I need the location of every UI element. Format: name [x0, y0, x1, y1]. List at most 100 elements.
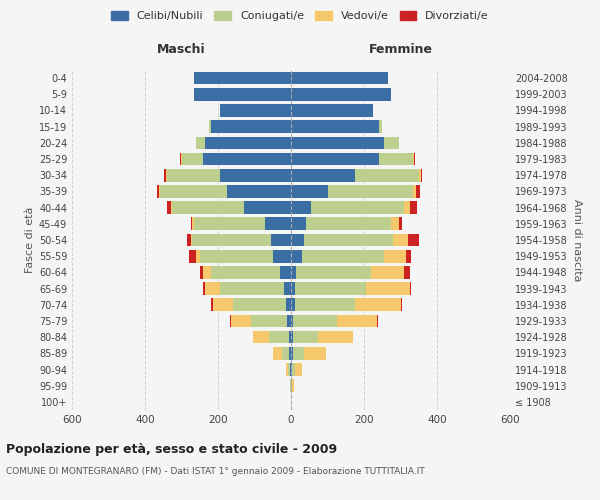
Bar	[291, 202, 311, 214]
Bar	[212, 298, 233, 311]
Bar	[211, 266, 280, 278]
Bar	[227, 185, 291, 198]
Bar	[289, 363, 290, 376]
Bar	[295, 298, 355, 311]
Bar	[291, 250, 302, 262]
Bar	[203, 282, 205, 295]
Bar	[355, 169, 419, 181]
Bar	[205, 136, 291, 149]
Bar	[295, 363, 302, 376]
Bar	[269, 331, 289, 344]
Bar	[194, 72, 291, 85]
Bar	[251, 314, 287, 328]
Bar	[233, 298, 286, 311]
Bar	[355, 298, 401, 311]
Bar	[328, 185, 413, 198]
Bar	[408, 234, 419, 246]
Bar	[194, 218, 265, 230]
Bar	[203, 152, 291, 166]
Bar	[211, 298, 212, 311]
Bar	[203, 266, 211, 278]
Bar	[410, 202, 417, 214]
Bar	[193, 234, 271, 246]
Bar	[253, 331, 269, 344]
Bar	[265, 218, 291, 230]
Bar	[295, 282, 366, 295]
Bar	[291, 266, 296, 278]
Bar	[337, 314, 377, 328]
Bar	[211, 120, 291, 133]
Bar	[384, 136, 398, 149]
Bar	[286, 363, 289, 376]
Bar	[164, 169, 166, 181]
Bar	[191, 218, 193, 230]
Bar	[289, 347, 291, 360]
Bar	[291, 234, 304, 246]
Bar	[181, 152, 182, 166]
Bar	[305, 218, 391, 230]
Bar	[282, 347, 289, 360]
Bar	[291, 314, 293, 328]
Bar	[291, 218, 305, 230]
Bar	[200, 250, 273, 262]
Bar	[289, 331, 291, 344]
Bar	[286, 298, 291, 311]
Bar	[273, 347, 282, 360]
Bar	[419, 169, 421, 181]
Bar	[160, 185, 227, 198]
Bar	[187, 234, 191, 246]
Bar	[157, 185, 159, 198]
Bar	[291, 152, 379, 166]
Bar	[293, 314, 337, 328]
Bar	[421, 169, 422, 181]
Bar	[291, 169, 355, 181]
Bar	[284, 282, 291, 295]
Bar	[416, 185, 420, 198]
Bar	[296, 266, 371, 278]
Bar	[291, 282, 295, 295]
Bar	[196, 136, 205, 149]
Bar	[172, 202, 244, 214]
Bar	[244, 202, 291, 214]
Bar	[413, 152, 415, 166]
Bar	[280, 266, 291, 278]
Bar	[404, 266, 410, 278]
Bar	[273, 250, 291, 262]
Bar	[379, 120, 382, 133]
Bar	[159, 185, 160, 198]
Bar	[291, 298, 295, 311]
Bar	[292, 363, 295, 376]
Bar	[291, 88, 391, 101]
Bar	[304, 234, 393, 246]
Bar	[180, 152, 181, 166]
Bar	[290, 363, 291, 376]
Bar	[311, 202, 404, 214]
Text: COMUNE DI MONTEGRANARO (FM) - Dati ISTAT 1° gennaio 2009 - Elaborazione TUTTITAL: COMUNE DI MONTEGRANARO (FM) - Dati ISTAT…	[6, 468, 425, 476]
Bar	[220, 282, 284, 295]
Bar	[167, 169, 220, 181]
Bar	[291, 104, 373, 117]
Bar	[292, 380, 294, 392]
Bar	[291, 72, 388, 85]
Bar	[319, 331, 353, 344]
Bar	[166, 169, 167, 181]
Bar	[391, 218, 398, 230]
Bar	[379, 152, 413, 166]
Bar	[189, 250, 196, 262]
Bar	[406, 250, 412, 262]
Bar	[220, 169, 291, 181]
Bar	[205, 282, 220, 295]
Text: Maschi: Maschi	[157, 44, 206, 57]
Bar	[393, 234, 408, 246]
Bar	[384, 250, 406, 262]
Bar	[291, 185, 328, 198]
Bar	[291, 363, 292, 376]
Bar	[398, 218, 403, 230]
Bar	[193, 218, 194, 230]
Bar	[293, 331, 319, 344]
Bar	[181, 152, 203, 166]
Bar	[302, 250, 384, 262]
Y-axis label: Anni di nascita: Anni di nascita	[572, 198, 582, 281]
Bar	[291, 136, 384, 149]
Bar	[410, 282, 412, 295]
